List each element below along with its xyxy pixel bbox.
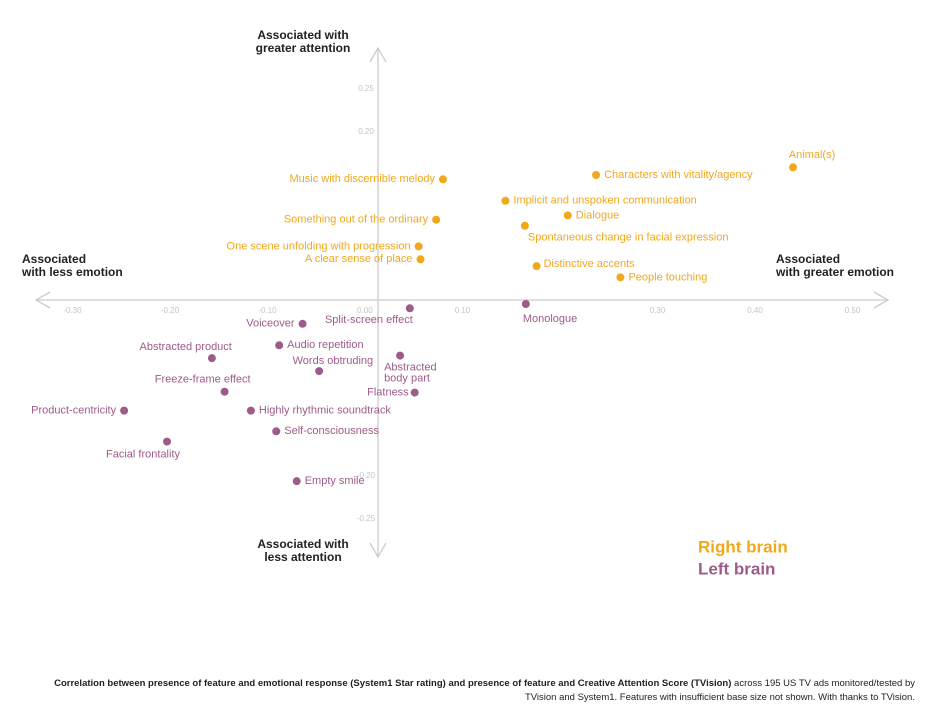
- axis-label: Associated with: [257, 28, 348, 42]
- x-tick-label: 0.40: [747, 306, 763, 315]
- x-tick-label: -0.30: [63, 306, 82, 315]
- point-label: Implicit and unspoken communication: [513, 195, 696, 207]
- point: [298, 319, 307, 328]
- point-label: Voiceover: [246, 318, 295, 330]
- label-line: body part: [384, 373, 430, 385]
- point-label: Abstracted body part: [384, 362, 437, 385]
- point-label: One scene unfolding with progression: [227, 240, 411, 252]
- point-label: Music with discernible melody: [289, 173, 435, 185]
- point-label: Audio repetition: [287, 339, 363, 351]
- point-label: Abstracted product: [140, 341, 232, 353]
- point: [315, 367, 324, 376]
- point-label: Facial frontality: [106, 449, 180, 461]
- point: [592, 171, 601, 180]
- y-tick-label: -0.20: [357, 471, 376, 480]
- point: [272, 427, 281, 436]
- y-tick-label: 0.25: [358, 84, 374, 93]
- point-label: Empty smile: [305, 475, 365, 487]
- point: [220, 387, 229, 396]
- legend-entry: Right brain: [698, 537, 788, 556]
- axis-label: Associated: [776, 252, 840, 266]
- point-label: Words obtruding: [293, 355, 374, 367]
- point-label: Freeze-frame effect: [155, 374, 251, 386]
- caption-text: across 195 US TV ads monitored/tested by…: [524, 678, 915, 703]
- label-line: Abstracted: [384, 362, 437, 374]
- point: [292, 477, 301, 486]
- point: [432, 215, 441, 224]
- x-tick-label: 0.30: [650, 306, 666, 315]
- point-label: Animal(s): [789, 149, 835, 161]
- caption-bold: Correlation between presence of feature …: [54, 678, 732, 689]
- point: [616, 273, 625, 282]
- y-tick-label: -0.25: [357, 514, 376, 523]
- point-label: Product-centricity: [31, 405, 116, 417]
- point: [520, 221, 529, 230]
- axis-label: greater attention: [256, 41, 351, 55]
- x-tick-label: 0.10: [455, 306, 471, 315]
- x-tick-label: 0.00: [357, 306, 373, 315]
- point-label: Spontaneous change in facial expression: [528, 232, 729, 244]
- point: [532, 262, 541, 271]
- point-label: Characters with vitality/agency: [604, 169, 753, 181]
- point: [396, 351, 405, 360]
- point-label: Self-consciousness: [284, 425, 379, 437]
- point: [120, 406, 129, 415]
- point-label: People touching: [628, 271, 707, 283]
- point: [501, 196, 510, 205]
- x-tick-label: 0.50: [845, 306, 861, 315]
- x-tick-label: -0.10: [258, 306, 277, 315]
- series: Animal(s) Characters with vitality/agency…: [227, 149, 836, 283]
- axis-label: Associated with: [257, 537, 348, 551]
- point: [789, 163, 798, 172]
- y-tick-label: 0.20: [358, 127, 374, 136]
- axes: [34, 46, 890, 559]
- point: [207, 354, 216, 363]
- point: [163, 437, 172, 446]
- caption: Correlation between presence of feature …: [35, 677, 915, 705]
- point-label: Split-screen effect: [325, 314, 413, 326]
- series: Split-screen effect Monologue Voiceover Aud…: [31, 300, 577, 487]
- point-label: Dialogue: [576, 209, 619, 221]
- point: [521, 300, 530, 309]
- point: [405, 304, 414, 313]
- point-label: Flatness: [367, 386, 409, 398]
- point-label: Highly rhythmic soundtrack: [259, 405, 392, 417]
- chart: -0.30 -0.20 -0.10 0.00 0.10 0.30 0.40 0.50 0.25 0…: [21, 28, 894, 578]
- point-label: Distinctive accents: [544, 258, 636, 270]
- point: [438, 175, 447, 184]
- axis-label: Associated: [22, 252, 86, 266]
- x-tick-label: -0.20: [161, 306, 180, 315]
- axis-label: with less emotion: [21, 265, 123, 279]
- point: [416, 255, 425, 264]
- point-label: Something out of the ordinary: [284, 214, 429, 226]
- point: [246, 406, 255, 415]
- point-label: Monologue: [523, 313, 577, 325]
- point-label: A clear sense of place: [305, 253, 413, 265]
- point: [414, 242, 423, 251]
- point: [275, 341, 284, 350]
- point: [410, 388, 419, 397]
- axis-label: less attention: [264, 550, 341, 564]
- legend-entry: Left brain: [698, 559, 775, 578]
- point: [563, 211, 572, 220]
- axis-label: with greater emotion: [775, 265, 894, 279]
